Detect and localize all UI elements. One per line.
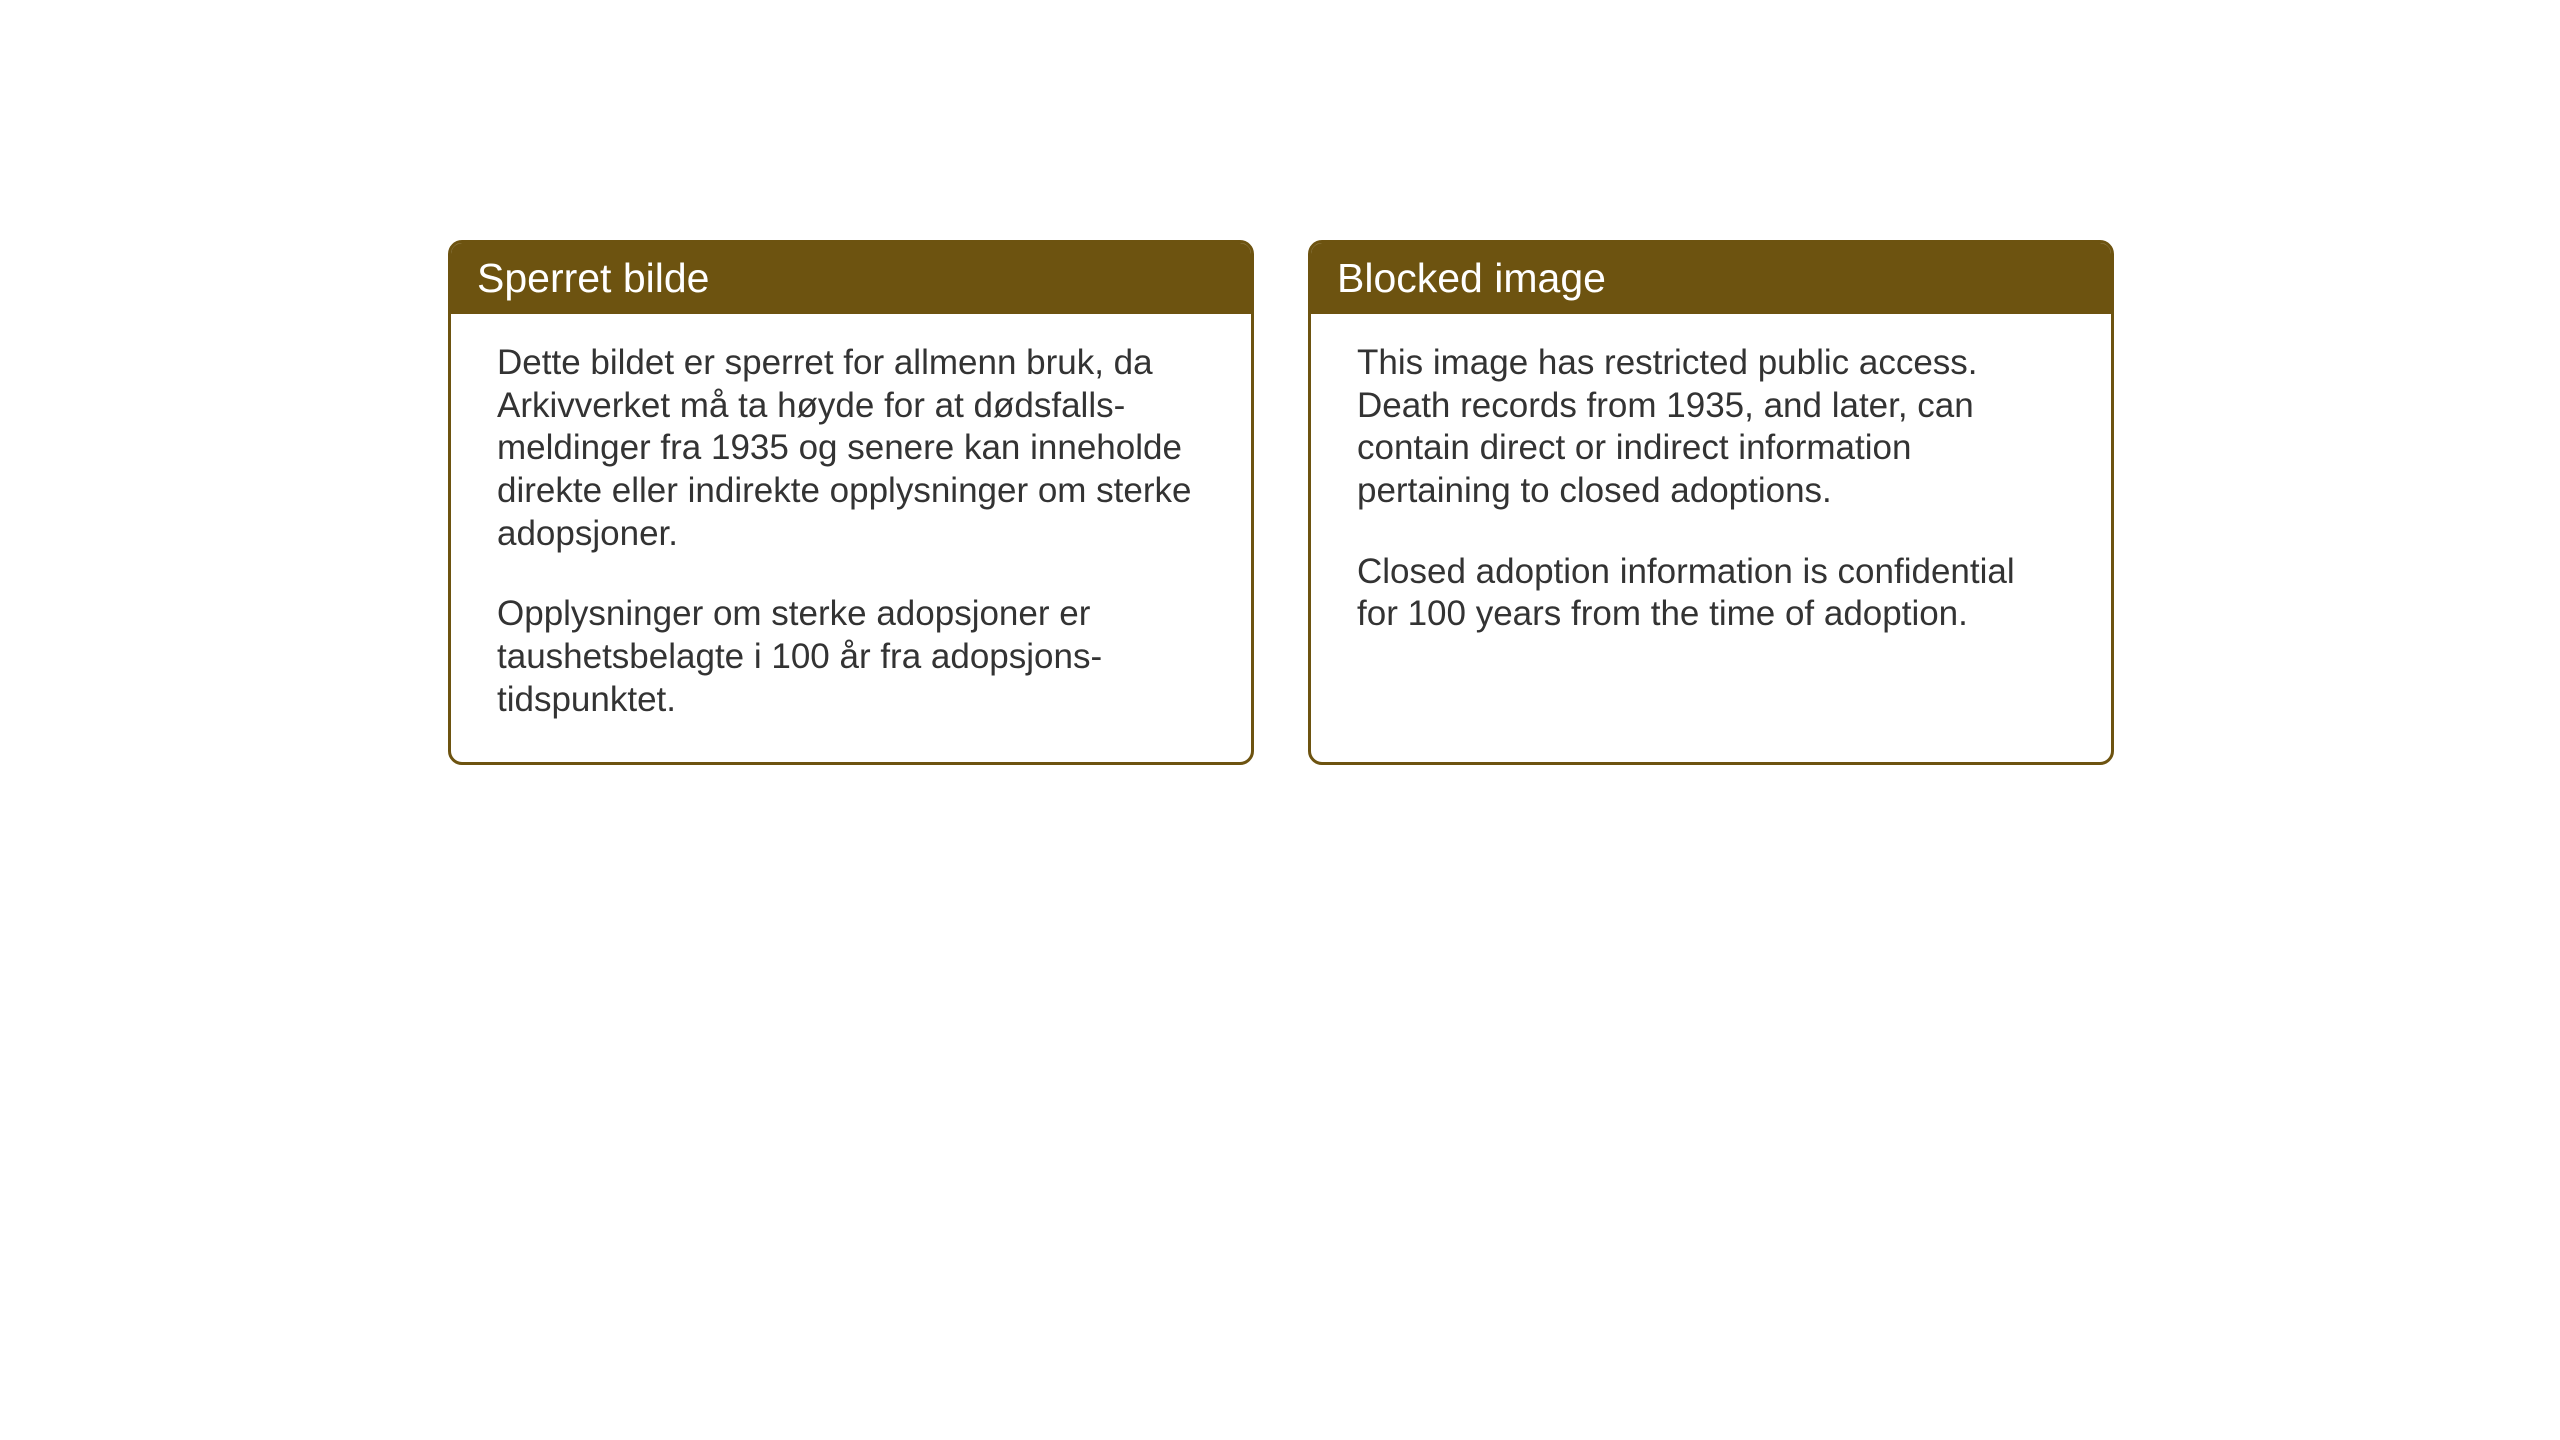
norwegian-paragraph-2: Opplysninger om sterke adopsjoner er tau…: [497, 593, 1205, 721]
norwegian-card-body: Dette bildet er sperret for allmenn bruk…: [451, 314, 1251, 762]
english-paragraph-2: Closed adoption information is confident…: [1357, 551, 2065, 636]
norwegian-card-title: Sperret bilde: [451, 243, 1251, 314]
english-notice-card: Blocked image This image has restricted …: [1308, 240, 2114, 765]
norwegian-paragraph-1: Dette bildet er sperret for allmenn bruk…: [497, 342, 1205, 555]
norwegian-notice-card: Sperret bilde Dette bildet er sperret fo…: [448, 240, 1254, 765]
english-paragraph-1: This image has restricted public access.…: [1357, 342, 2065, 513]
notice-container: Sperret bilde Dette bildet er sperret fo…: [448, 240, 2114, 765]
english-card-body: This image has restricted public access.…: [1311, 314, 2111, 676]
english-card-title: Blocked image: [1311, 243, 2111, 314]
